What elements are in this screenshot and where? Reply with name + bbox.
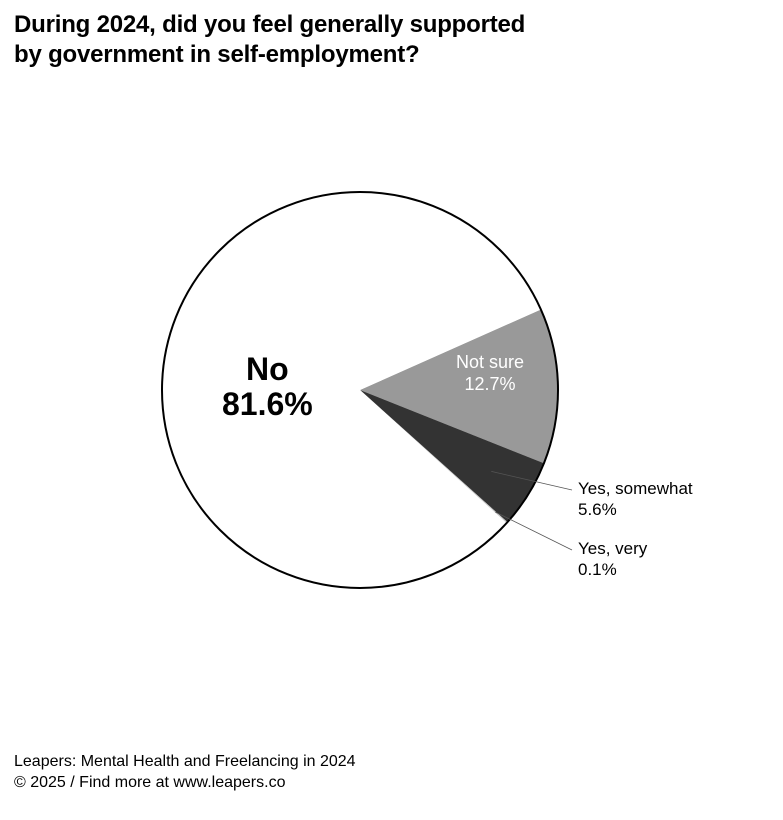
slice-notsure-name: Not sure	[456, 352, 524, 374]
chart-footer: Leapers: Mental Health and Freelancing i…	[14, 751, 356, 794]
slice-label-somewhat: Yes, somewhat 5.6%	[578, 478, 693, 521]
slice-label-very: Yes, very 0.1%	[578, 538, 647, 581]
chart-container: During 2024, did you feel generally supp…	[0, 0, 783, 820]
footer-line1: Leapers: Mental Health and Freelancing i…	[14, 753, 356, 770]
slice-somewhat-name: Yes, somewhat	[578, 478, 693, 499]
slice-label-notsure: Not sure 12.7%	[456, 352, 524, 395]
pie-svg	[0, 130, 783, 650]
footer-line2: © 2025 / Find more at www.leapers.co	[14, 774, 285, 791]
slice-very-pct: 0.1%	[578, 559, 647, 580]
slice-notsure-pct: 12.7%	[456, 374, 524, 396]
title-line2: by government in self-employment?	[14, 41, 419, 68]
slice-no-name: No	[222, 352, 313, 387]
slice-very-name: Yes, very	[578, 538, 647, 559]
pie-chart: No 81.6% Not sure 12.7% Yes, somewhat 5.…	[0, 130, 783, 650]
slice-somewhat-pct: 5.6%	[578, 499, 693, 520]
slice-no-pct: 81.6%	[222, 387, 313, 422]
chart-title: During 2024, did you feel generally supp…	[14, 10, 525, 70]
slice-label-no: No 81.6%	[222, 352, 313, 422]
title-line1: During 2024, did you feel generally supp…	[14, 11, 525, 38]
leader-line	[495, 512, 572, 550]
